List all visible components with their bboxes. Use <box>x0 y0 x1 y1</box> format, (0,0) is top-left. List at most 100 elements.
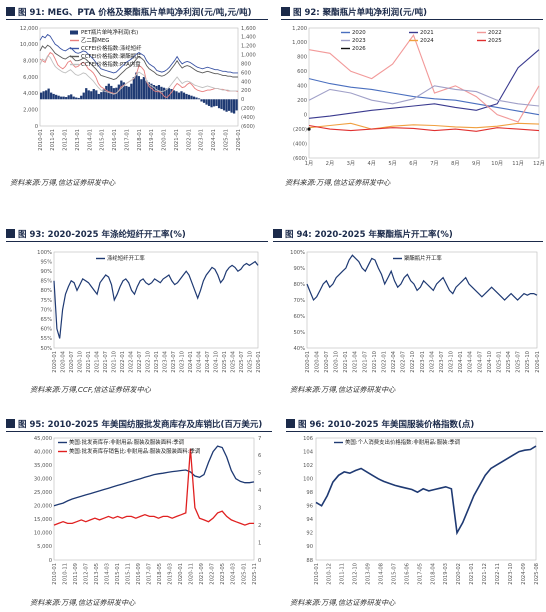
profit-bar <box>140 79 143 100</box>
profit-bar <box>97 93 100 100</box>
y-tick-label: 40% <box>293 346 305 352</box>
y-left-tick-label: 5,000 <box>37 544 52 550</box>
legend-item: 2022 <box>488 30 502 36</box>
fig96-rule <box>286 431 543 432</box>
x-tick-label: 8月 <box>451 160 460 167</box>
x-tick-label: 2018-01 <box>137 129 143 151</box>
x-tick-label: 2020-07 <box>69 351 75 373</box>
y-left-tick-label: 30,000 <box>34 476 52 482</box>
y-tick-label: 600 <box>297 69 307 75</box>
y-tick-label: 0 <box>304 112 307 118</box>
fig92-chart: 1,200 1,000 800 600 400 200 0 (200) (400) (600)1月… <box>292 26 545 167</box>
y-tick-label: 80% <box>293 282 305 288</box>
profit-bar <box>197 98 201 100</box>
inventory-line <box>53 445 255 507</box>
x-tick-label: 2025-07 <box>516 351 522 373</box>
fig95-rule <box>6 431 272 432</box>
y-right-tick-label: 2 <box>258 523 261 529</box>
x-tick-label: 2020-01 <box>305 351 311 373</box>
figure-marker-icon <box>286 419 295 428</box>
profit-bar <box>235 99 238 111</box>
fig92-title: 图 92: 聚酯瓶片单吨净利润(元/吨) <box>281 6 427 18</box>
y-right-tick-label: 6 <box>258 453 261 459</box>
y-tick-label: 85% <box>40 279 52 285</box>
plot-area <box>306 251 538 349</box>
x-tick-label: 2015-01 <box>115 563 121 585</box>
y-right-tick-label: 3 <box>258 506 261 512</box>
x-tick-label: 2021-12 <box>482 563 488 585</box>
legend-item: 美国:批发商库存销售比:非耐用品:服装及服装面料:季调 <box>69 447 200 455</box>
x-tick-label: 2025-01 <box>222 351 228 373</box>
x-tick-label: 2020-02 <box>456 563 462 585</box>
legend-item: CCFEI价格指数:PTA内盘 <box>81 60 141 68</box>
fig92-source: 资料来源:万得,信达证券研发中心 <box>285 178 391 187</box>
profit-bar <box>212 99 216 107</box>
x-tick-label: 2026-01 <box>236 129 242 151</box>
series-line-CCFEI价格指数:聚酯瓶片 <box>39 44 238 80</box>
profit-bar <box>167 88 171 100</box>
legend-item: CCFEI价格指数:涤纶短纤 <box>81 44 142 52</box>
profit-bar <box>75 97 78 100</box>
profit-bar <box>165 88 168 100</box>
fig96-source: 资料来源:万得,信达证券研发中心 <box>290 598 396 607</box>
y-tick-label: 55% <box>40 336 52 342</box>
x-tick-label: 2021-07 <box>103 351 109 373</box>
profit-bar <box>127 86 130 100</box>
fig95-source: 资料来源:万得,信达证券研发中心 <box>30 598 136 607</box>
y-tick-label: 100% <box>37 250 52 256</box>
series-line <box>53 260 259 339</box>
x-tick-label: 2015-01 <box>100 129 106 151</box>
x-tick-label: 2025-04 <box>506 350 512 372</box>
x-tick-label: 2022-01 <box>186 129 192 151</box>
x-tick-label: 2020-04 <box>60 350 66 372</box>
x-tick-label: 2024-10 <box>213 351 219 373</box>
y-tick-label: 80% <box>40 288 52 294</box>
profit-bar <box>62 96 65 100</box>
profit-bar <box>185 93 188 100</box>
y-right-tick-label: 400 <box>241 79 251 85</box>
y-tick-label: 70% <box>293 298 305 304</box>
x-tick-label: 2024-10 <box>487 351 493 373</box>
x-tick-label: 7月 <box>430 160 439 167</box>
x-tick-label: 2017-05 <box>417 563 423 585</box>
x-tick-label: 2021-10 <box>372 351 378 373</box>
y-right-tick-label: 0 <box>241 97 244 103</box>
y-tick-label: 70% <box>40 307 52 313</box>
profit-bar <box>55 94 58 100</box>
profit-bar <box>220 99 223 110</box>
y-tick-label: 100% <box>290 250 305 256</box>
y-right-tick-label: 600 <box>241 70 251 76</box>
y-tick-label: 50% <box>293 330 305 336</box>
x-tick-label: 2026-01 <box>535 351 541 373</box>
x-tick-label: 2014-03 <box>104 563 110 585</box>
y-tick-label: 400 <box>297 84 307 90</box>
x-tick-label: 2024-01 <box>458 351 464 373</box>
legend-item: CCFEI价格指数:聚酯瓶片 <box>81 52 142 60</box>
profit-bar <box>52 93 55 100</box>
y-left-tick-label: 10,000 <box>34 531 52 537</box>
profit-bar <box>130 83 133 100</box>
y-left-tick-label: 40,000 <box>34 449 52 455</box>
profit-bar <box>227 99 231 111</box>
y-tick-label: (600) <box>293 156 307 162</box>
legend-item: 2020 <box>352 30 366 36</box>
y-tick-label: 50% <box>40 346 52 352</box>
profit-bar <box>175 91 178 100</box>
x-tick-label: 2019-01 <box>149 129 155 151</box>
y-right-tick-label: 5 <box>258 471 261 477</box>
y-left-tick-label: 4,000 <box>23 91 38 97</box>
profit-bar <box>205 99 208 105</box>
x-tick-label: 2023-10 <box>179 351 185 373</box>
figure-marker-icon <box>273 229 282 238</box>
profit-bar <box>125 85 128 100</box>
y-tick-label: 1,200 <box>292 26 307 32</box>
fig94-chart: 100% 90% 80% 70% 60% 50% 40%2020-01 2020-04 2020… <box>290 250 541 373</box>
x-tick-label: 2013-01 <box>75 129 81 151</box>
x-tick-label: 2014-01 <box>87 129 93 151</box>
y-left-tick-label: 45,000 <box>34 436 52 442</box>
series-line-2021 <box>308 49 540 119</box>
x-tick-label: 2023-05 <box>220 563 226 585</box>
x-tick-label: 2022-11 <box>495 563 501 585</box>
y-right-tick-label: (400) <box>241 115 255 121</box>
x-tick-label: 2020-04 <box>314 350 320 372</box>
